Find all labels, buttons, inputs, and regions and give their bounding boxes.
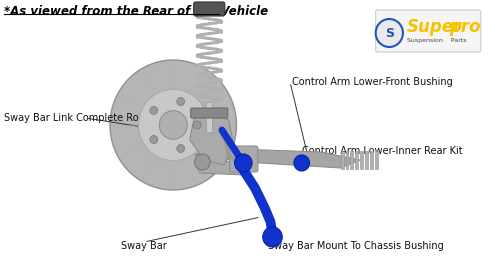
Polygon shape (190, 112, 234, 165)
Text: Sway Bar Link Complete Rod Replacement: Sway Bar Link Complete Rod Replacement (4, 113, 212, 123)
Text: Super: Super (407, 18, 462, 36)
Bar (370, 151, 373, 169)
Text: Suspension    Parts: Suspension Parts (407, 37, 467, 42)
Text: Control Arm Lower-Front Bushing: Control Arm Lower-Front Bushing (292, 77, 452, 87)
FancyBboxPatch shape (230, 146, 258, 172)
Circle shape (194, 121, 201, 129)
Bar (206, 102, 212, 132)
Circle shape (294, 155, 310, 171)
FancyBboxPatch shape (200, 111, 219, 153)
FancyBboxPatch shape (376, 10, 481, 52)
Circle shape (150, 107, 158, 114)
Circle shape (110, 60, 236, 190)
Circle shape (263, 227, 282, 247)
Circle shape (177, 145, 184, 153)
Text: Control Arm Lower-Inner Rear Kit: Control Arm Lower-Inner Rear Kit (302, 146, 462, 156)
Bar (346, 151, 348, 169)
Circle shape (376, 19, 403, 47)
Bar (350, 151, 354, 169)
Circle shape (138, 89, 208, 161)
Text: pro: pro (450, 18, 481, 36)
Bar (365, 151, 368, 169)
Circle shape (160, 111, 187, 139)
Text: *As viewed from the Rear of the Vehicle: *As viewed from the Rear of the Vehicle (4, 5, 268, 18)
Bar (360, 151, 363, 169)
FancyBboxPatch shape (194, 2, 225, 16)
Polygon shape (194, 160, 244, 175)
Text: Sway Bar: Sway Bar (121, 241, 167, 251)
Bar (374, 151, 378, 169)
Text: S: S (385, 27, 394, 40)
Circle shape (194, 154, 210, 170)
Circle shape (177, 98, 184, 106)
FancyBboxPatch shape (191, 108, 228, 118)
Polygon shape (194, 148, 360, 168)
Text: Sway Bar Mount To Chassis Bushing: Sway Bar Mount To Chassis Bushing (268, 241, 444, 251)
Circle shape (150, 135, 158, 144)
Circle shape (234, 154, 252, 172)
Bar (340, 151, 344, 169)
Bar (355, 151, 358, 169)
